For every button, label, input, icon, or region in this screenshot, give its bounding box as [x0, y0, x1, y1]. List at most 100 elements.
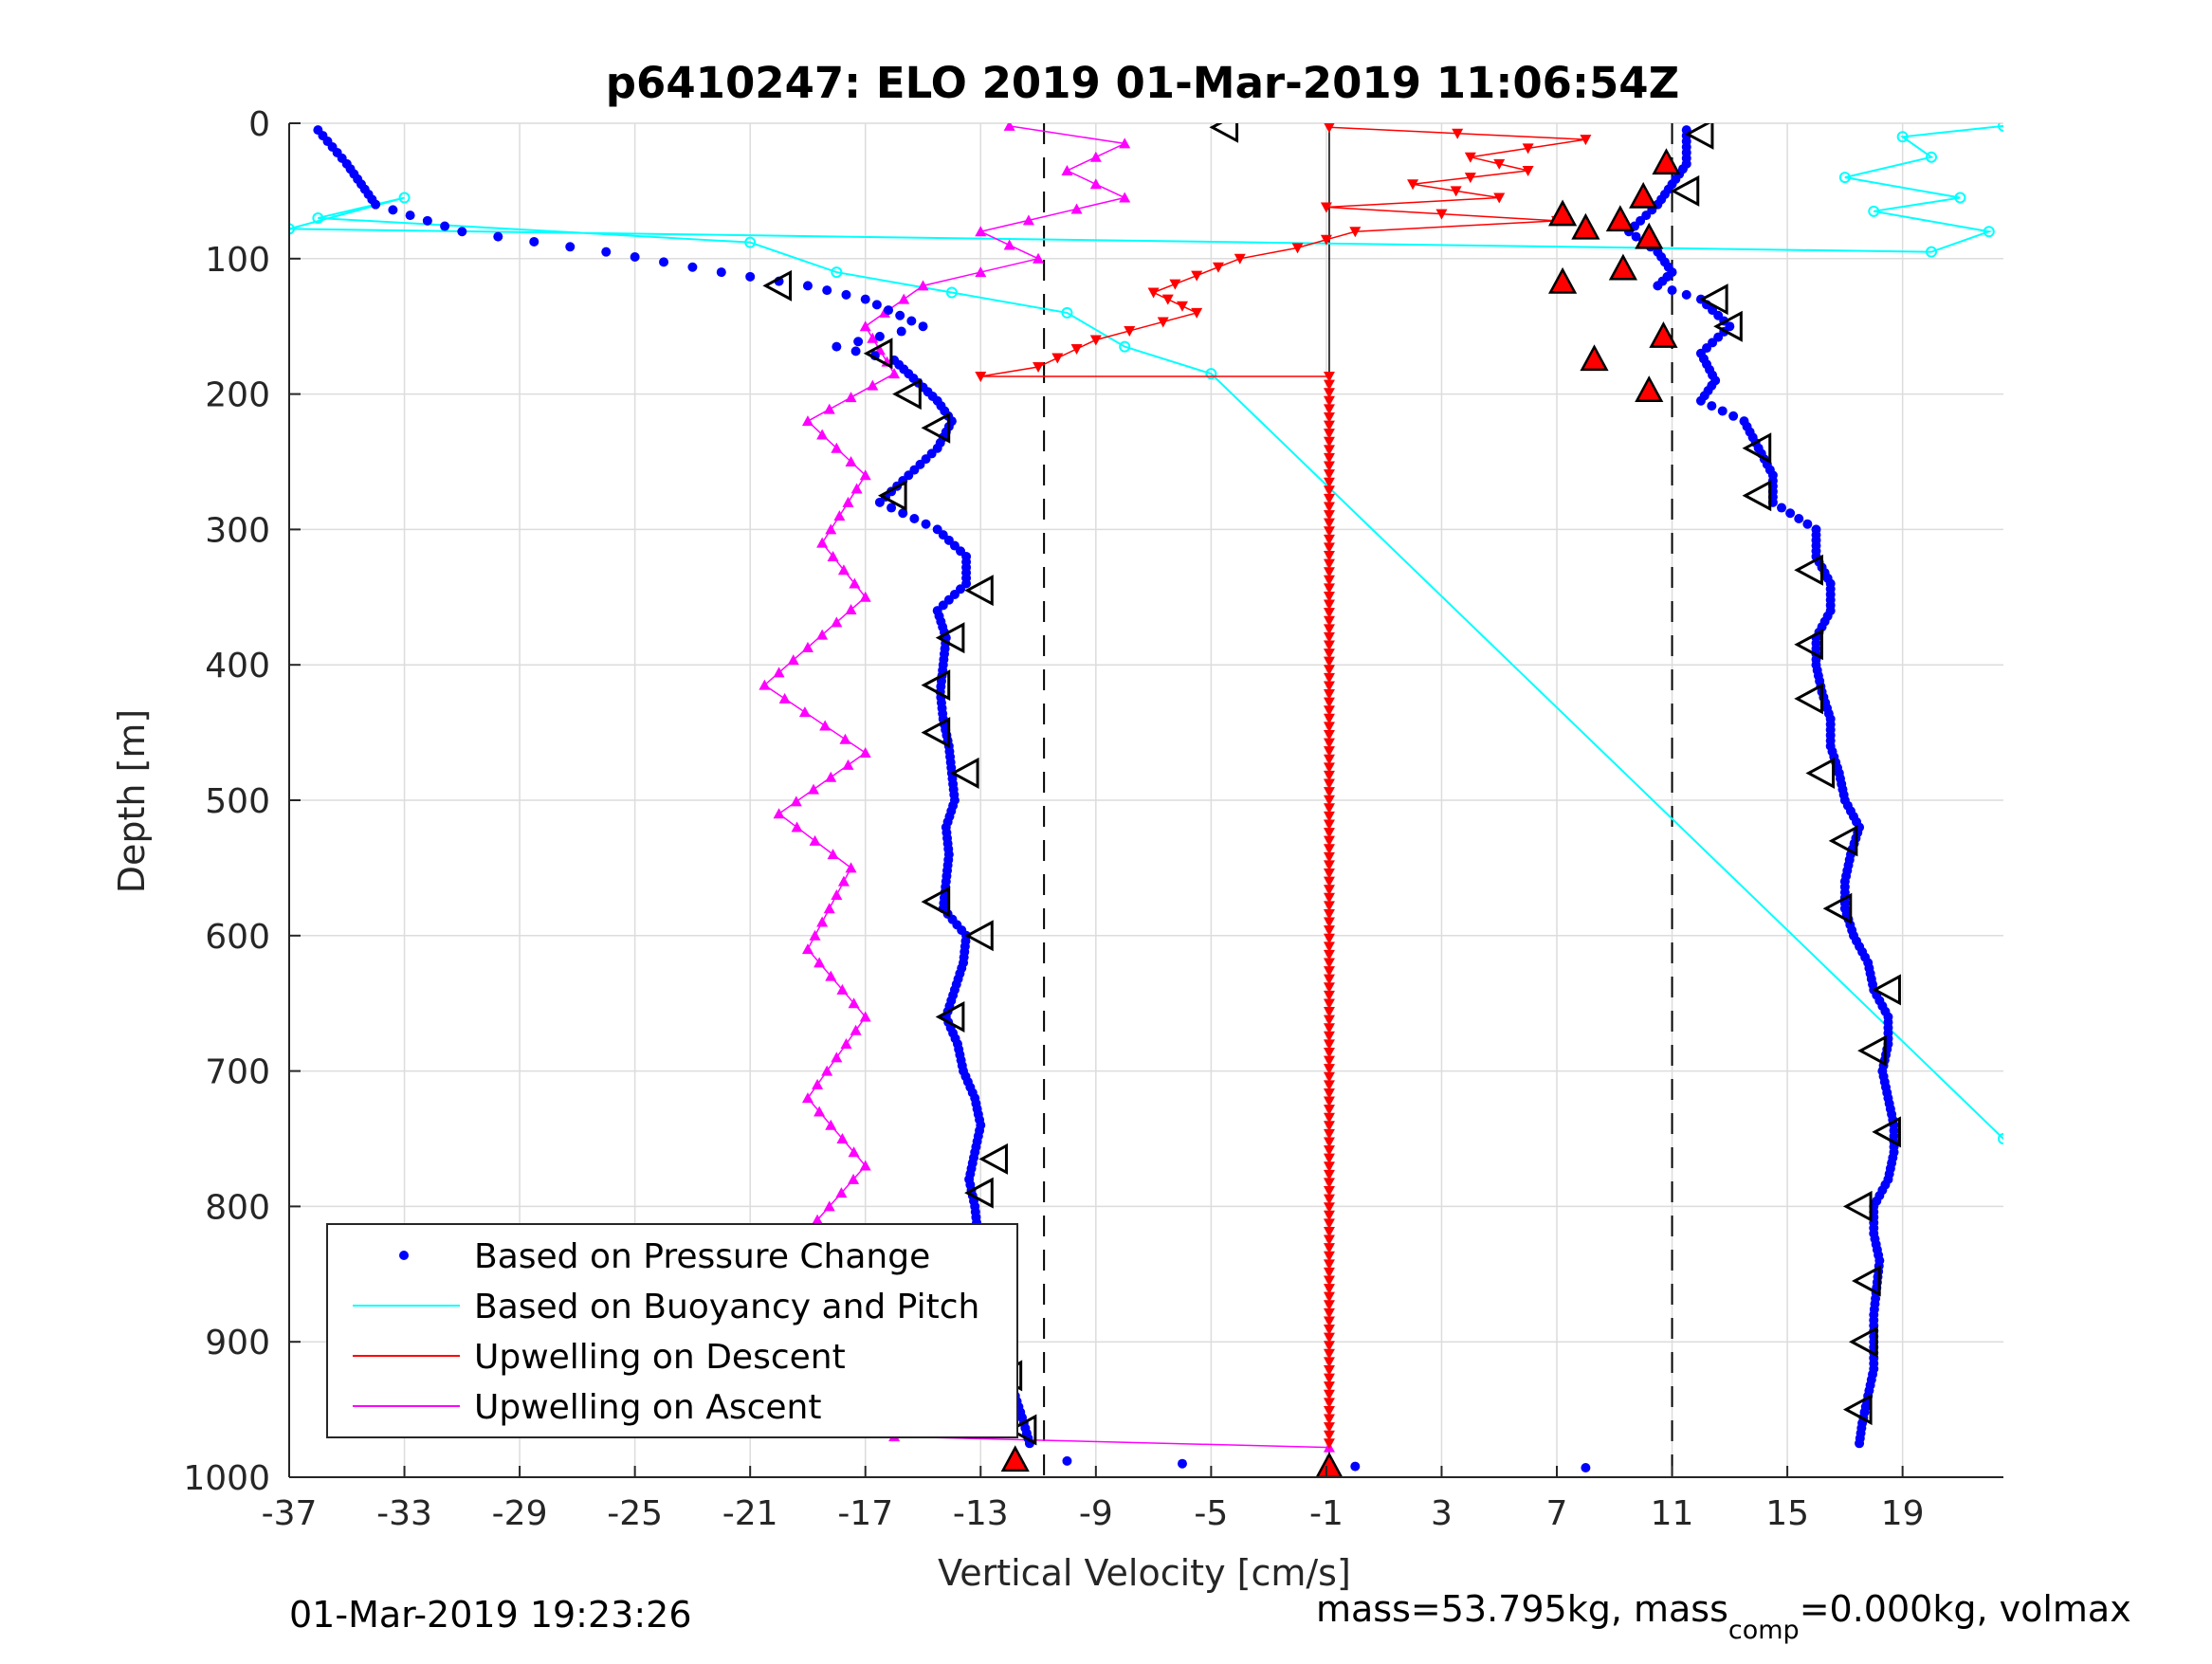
- buoyancy-point: [289, 223, 295, 235]
- descent-point: [1323, 1243, 1335, 1254]
- surfacing-marker: [1742, 432, 1772, 465]
- buoyancy-point: [1838, 172, 1851, 184]
- y-tick-label: 600: [205, 918, 270, 957]
- pressure-point: [895, 310, 905, 320]
- pressure-point: [601, 247, 612, 257]
- y-tick-label: 200: [205, 376, 270, 415]
- pressure-point: [1581, 1463, 1591, 1473]
- buoyancy-point: [1983, 226, 1995, 238]
- buoyancy-point: [1926, 246, 1938, 258]
- descent-point: [1323, 681, 1335, 692]
- ascent-point: [867, 379, 879, 391]
- descent-point: [1323, 1169, 1335, 1180]
- descent-point: [1464, 152, 1476, 163]
- x-tick-label: -5: [1194, 1494, 1228, 1533]
- ascent-end-marker: [1608, 253, 1637, 281]
- descent-point: [1323, 388, 1335, 399]
- pressure-point: [896, 326, 906, 337]
- pressure-point: [874, 497, 885, 507]
- ascent-point: [827, 550, 839, 561]
- descent-point: [1323, 1430, 1335, 1441]
- pressure-point: [529, 236, 539, 247]
- descent-point: [1323, 665, 1335, 676]
- pressure-point: [918, 321, 928, 332]
- pressure-point: [802, 281, 813, 291]
- buoyancy-point: [831, 266, 843, 279]
- descent-point: [1323, 1398, 1335, 1409]
- descent-point: [1323, 974, 1335, 985]
- surfacing-marker: [1684, 123, 1714, 150]
- descent-point: [1450, 186, 1462, 197]
- descent-point: [1323, 502, 1335, 513]
- descent-point: [1323, 493, 1335, 504]
- descent-point: [1291, 243, 1304, 254]
- y-tick-label: 100: [205, 241, 270, 280]
- chart-title: p6410247: ELO 2019 01-Mar-2019 11:06:54Z: [606, 58, 1679, 108]
- descent-point: [1157, 317, 1169, 328]
- legend: Based on Pressure Change Based on Buoyan…: [326, 1223, 1018, 1438]
- descent-point: [1323, 575, 1335, 586]
- descent-point: [1161, 294, 1174, 305]
- descent-point: [1323, 851, 1335, 863]
- axes: -37 -33 -29 -25 -21 -17 -13 -9 -5 -1 3 7 11 15 1901002…: [183, 105, 2003, 1533]
- surfacing-marker: [1209, 123, 1239, 143]
- descent-point: [1323, 436, 1335, 448]
- descent-point: [975, 372, 987, 383]
- descent-point: [1323, 811, 1335, 822]
- pressure-point: [1707, 401, 1717, 411]
- x-tick-label: -17: [837, 1494, 893, 1533]
- surfacing-marker: [1872, 1116, 1901, 1148]
- ascent-point: [823, 403, 835, 414]
- descent-point: [1323, 1039, 1335, 1051]
- ascent-point: [812, 1078, 824, 1089]
- descent-point: [1323, 1178, 1335, 1189]
- descent-point: [1323, 917, 1335, 928]
- ascent-point: [859, 1160, 871, 1171]
- descent-point: [1323, 1210, 1335, 1221]
- surfacing-marker: [1742, 480, 1772, 512]
- y-tick-label: 0: [248, 105, 270, 144]
- pressure-point: [659, 257, 669, 267]
- x-tick-label: -9: [1079, 1494, 1113, 1533]
- descent-point: [1323, 534, 1335, 545]
- ascent-point: [823, 903, 835, 914]
- ascent-point: [831, 1051, 843, 1063]
- ascent-point: [836, 1133, 849, 1143]
- descent-point: [1323, 713, 1335, 724]
- descent-point: [1323, 583, 1335, 594]
- ascent-point: [845, 604, 857, 615]
- y-tick-label: 500: [205, 782, 270, 821]
- y-axis-label: Depth [m]: [111, 709, 153, 894]
- ascent-point: [842, 759, 854, 770]
- descent-point: [1323, 379, 1335, 391]
- descent-point: [1323, 901, 1335, 912]
- descent-point: [1324, 123, 1335, 134]
- descent-point: [1323, 705, 1335, 717]
- ascent-point: [917, 280, 929, 291]
- pressure-point: [371, 199, 381, 210]
- ascent-point: [975, 226, 987, 237]
- legend-marker-pressure: [399, 1251, 409, 1260]
- descent-point: [1323, 1364, 1335, 1376]
- descent-point: [1323, 1064, 1335, 1075]
- ascent-end-marker: [1547, 199, 1578, 227]
- descent-point: [1323, 1153, 1335, 1164]
- x-tick-label: -13: [953, 1494, 1009, 1533]
- pressure-point: [853, 337, 864, 347]
- surfacing-marker: [1872, 974, 1901, 1006]
- ascent-point: [790, 795, 802, 807]
- footer-timestamp: 01-Mar-2019 19:23:26: [289, 1594, 692, 1636]
- descent-point: [1323, 1071, 1335, 1083]
- descent-point: [1323, 551, 1335, 562]
- ascent-point: [848, 997, 860, 1009]
- surfacing-marker: [935, 622, 965, 654]
- buoyancy-point: [744, 236, 757, 248]
- descent-point: [1323, 1031, 1335, 1042]
- ascent-point: [859, 1011, 871, 1022]
- descent-point: [1323, 1105, 1335, 1116]
- pressure-point: [1177, 1458, 1187, 1469]
- x-axis-label: Vertical Velocity [cm/s]: [938, 1552, 1351, 1594]
- ascent-point: [837, 564, 850, 576]
- pressure-point: [745, 271, 756, 282]
- ascent-point: [821, 1065, 833, 1076]
